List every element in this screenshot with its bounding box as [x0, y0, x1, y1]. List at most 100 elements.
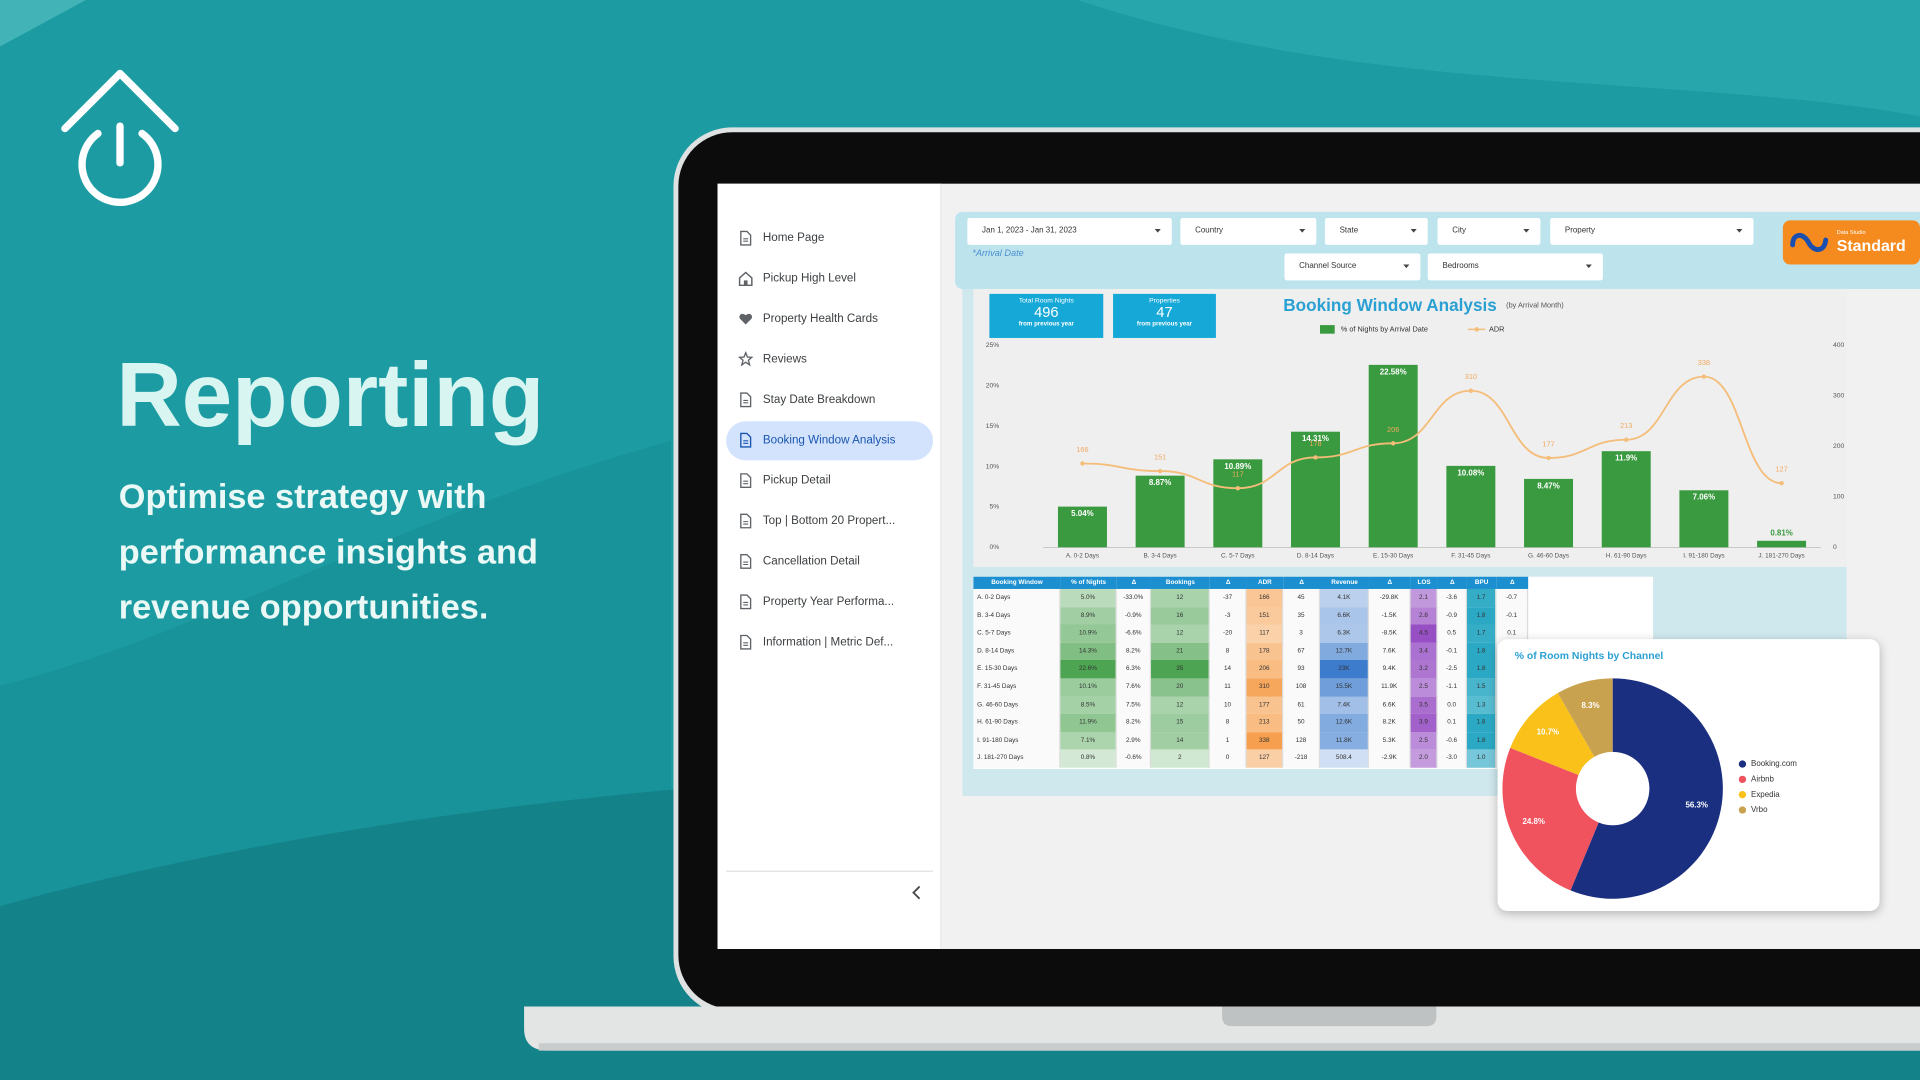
- adr-label: 338: [1698, 358, 1710, 367]
- adr-point: [1779, 480, 1784, 486]
- table-cell: I. 91-180 Days: [973, 731, 1061, 750]
- table-cell: 4.5: [1410, 624, 1438, 643]
- dropdown-filter[interactable]: Country: [1180, 217, 1317, 245]
- bar: [1135, 475, 1185, 548]
- table-cell: J. 181-270 Days: [973, 749, 1061, 768]
- nav-item[interactable]: Pickup High Level: [726, 260, 933, 299]
- adr-point: [1235, 486, 1241, 491]
- bar: [1679, 490, 1729, 548]
- table-header: Booking Window: [973, 576, 1061, 589]
- nav-item[interactable]: Property Year Performa...: [726, 583, 933, 622]
- adr-label: 177: [1542, 439, 1554, 448]
- adr-point: [1157, 468, 1163, 474]
- dropdown-filter[interactable]: City: [1437, 217, 1541, 245]
- table-cell: 3.5: [1410, 696, 1438, 715]
- y-tick-label: 15%: [986, 423, 999, 430]
- pie-chart: 56.3% Booking.com 24.8% Airbnb 10.7% Expedia 8…: [1502, 678, 1797, 899]
- filter-note: *Arrival Date: [972, 247, 1024, 259]
- table-cell: 10: [1209, 696, 1247, 715]
- nav-item[interactable]: Reviews: [726, 340, 933, 379]
- nav-item[interactable]: Home Page: [726, 219, 933, 258]
- nav-item[interactable]: Booking Window Analysis: [726, 421, 934, 461]
- pie-slice: [1502, 747, 1599, 891]
- table-cell: 12: [1151, 588, 1210, 607]
- filter-label: Channel Source: [1299, 262, 1357, 271]
- kpi-note: from previous year: [1018, 320, 1074, 329]
- table-cell: 3.9: [1410, 714, 1438, 732]
- table-cell: -3.0: [1437, 749, 1467, 768]
- bar-value-label: 0.81%: [1770, 529, 1793, 538]
- table-cell: 1.5: [1466, 678, 1497, 697]
- table-cell: -218: [1283, 749, 1321, 768]
- adr-label: 206: [1387, 425, 1399, 434]
- table-cell: 8.2%: [1116, 642, 1152, 661]
- table-header: LOS: [1410, 576, 1438, 589]
- nav-label: Home Page: [762, 231, 825, 245]
- table-cell: -0.6%: [1116, 749, 1152, 768]
- legend-label: Booking.com: [1751, 759, 1797, 768]
- table-cell: -20: [1209, 624, 1247, 643]
- y2-tick-label: 200: [1833, 443, 1844, 450]
- nav-label: Pickup Detail: [762, 473, 831, 488]
- nav-item[interactable]: Pickup Detail: [726, 462, 933, 501]
- table-cell: -0.1: [1437, 642, 1467, 661]
- nav-item[interactable]: Property Health Cards: [726, 300, 933, 339]
- bar-value-label: 7.06%: [1693, 493, 1716, 502]
- bar-value-label: 10.89%: [1224, 462, 1251, 471]
- table-cell: 0.0: [1437, 696, 1467, 715]
- collapse-button[interactable]: [911, 885, 923, 900]
- legend-dot: [1738, 791, 1747, 799]
- dropdown-caret: [1299, 228, 1306, 233]
- table-cell: -0.7: [1496, 588, 1529, 607]
- dropdown-filter[interactable]: State: [1324, 217, 1428, 245]
- table-cell: 6.6K: [1320, 606, 1369, 625]
- dropdown-caret: [1523, 228, 1530, 233]
- nav-icon: [740, 432, 752, 448]
- table-cell: 1.8: [1466, 731, 1497, 750]
- table-cell: 7.1%: [1060, 731, 1117, 750]
- dropdown-filter[interactable]: Bedrooms: [1427, 253, 1603, 281]
- table-header: ADR: [1246, 576, 1284, 589]
- pie-value-label: 8.3%: [1582, 701, 1600, 710]
- nav-label: Cancellation Detail: [762, 554, 860, 569]
- table-header: Δ: [1368, 576, 1411, 589]
- divider: [726, 870, 934, 872]
- table-header: BPU: [1466, 576, 1497, 589]
- table-cell: 1.7: [1466, 624, 1497, 643]
- hero-subtitle: Optimise strategy with performance insig…: [118, 477, 538, 626]
- y2-tick-label: 100: [1833, 494, 1844, 501]
- table-cell: 2.5: [1410, 678, 1438, 697]
- table-header: Bookings: [1151, 576, 1210, 589]
- badge-logo: [1790, 232, 1829, 252]
- nav-item[interactable]: Information | Metric Def...: [726, 623, 933, 662]
- table-cell: 108: [1283, 678, 1321, 697]
- table-cell: -3.6: [1437, 588, 1467, 607]
- table-cell: -37: [1209, 588, 1247, 607]
- date-filter[interactable]: Jan 1, 2023 - Jan 31, 2023: [967, 217, 1172, 245]
- dropdown-filter[interactable]: Channel Source: [1284, 253, 1421, 281]
- table-cell: 0.5: [1437, 624, 1467, 643]
- nav-item[interactable]: Stay Date Breakdown: [726, 381, 933, 420]
- nav-item[interactable]: Cancellation Detail: [726, 542, 933, 581]
- adr-point: [1624, 437, 1629, 442]
- dropdown-filter[interactable]: Property: [1550, 217, 1754, 245]
- nav-label: Property Health Cards: [762, 312, 878, 326]
- adr-label: 127: [1775, 465, 1787, 474]
- table-cell: -33.0%: [1116, 588, 1152, 607]
- adr-point: [1701, 374, 1707, 379]
- adr-point: [1390, 441, 1396, 446]
- y-tick-label: 20%: [986, 382, 999, 389]
- table-cell: -1.5K: [1368, 606, 1411, 625]
- table-cell: G. 46-60 Days: [973, 696, 1061, 715]
- table-cell: 1.8: [1466, 714, 1497, 732]
- table-cell: 22.6%: [1060, 660, 1117, 679]
- table-cell: 2.0: [1410, 749, 1438, 768]
- table-cell: -3: [1209, 606, 1247, 625]
- nav-item[interactable]: Top | Bottom 20 Propert...: [726, 502, 933, 541]
- adr-label: 151: [1154, 453, 1166, 462]
- table-cell: 4.1K: [1320, 588, 1369, 607]
- nav-label: Information | Metric Def...: [762, 635, 894, 649]
- table-cell: D. 8-14 Days: [973, 642, 1061, 661]
- legend-dot: [1474, 327, 1479, 332]
- nav-icon: [738, 351, 754, 367]
